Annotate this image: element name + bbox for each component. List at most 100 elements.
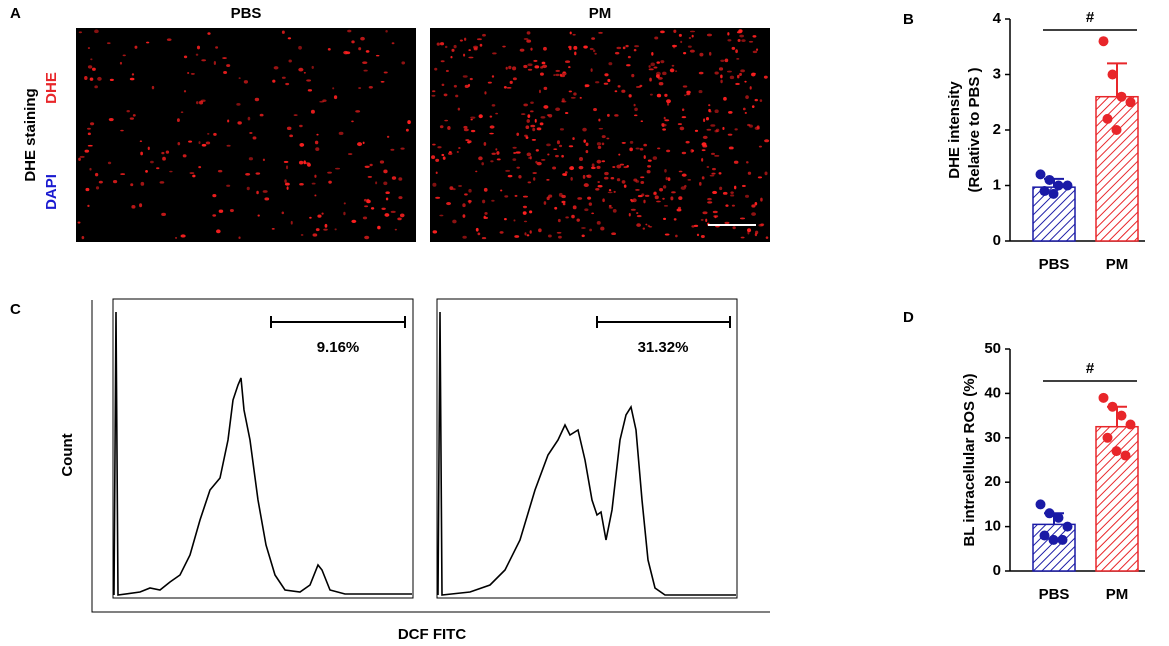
cell bbox=[182, 154, 187, 158]
cell bbox=[536, 161, 542, 166]
cell bbox=[514, 235, 520, 238]
data-point bbox=[1057, 534, 1068, 545]
cell bbox=[689, 49, 695, 53]
cell bbox=[264, 197, 270, 201]
cell bbox=[614, 114, 619, 117]
cell bbox=[738, 29, 743, 33]
cell bbox=[334, 228, 337, 231]
panel-label: C bbox=[10, 301, 21, 318]
cell bbox=[590, 68, 593, 72]
cell bbox=[528, 157, 532, 159]
cell bbox=[714, 215, 717, 219]
cell bbox=[627, 55, 631, 59]
cell bbox=[751, 105, 755, 109]
cell bbox=[464, 193, 468, 196]
cell bbox=[585, 175, 590, 177]
cell bbox=[561, 200, 566, 204]
cell bbox=[383, 71, 388, 74]
cell bbox=[561, 98, 565, 103]
cell bbox=[147, 146, 150, 151]
cell bbox=[106, 42, 111, 45]
cell bbox=[216, 229, 221, 234]
cell bbox=[705, 116, 709, 121]
cell bbox=[663, 205, 669, 207]
cell bbox=[468, 188, 472, 193]
cell bbox=[401, 61, 406, 65]
cell bbox=[691, 34, 694, 38]
cell bbox=[675, 70, 678, 73]
cell bbox=[561, 71, 567, 76]
cell bbox=[693, 224, 699, 227]
cell bbox=[559, 144, 563, 148]
cell bbox=[747, 123, 751, 127]
cell bbox=[644, 194, 650, 197]
cell bbox=[613, 190, 616, 193]
cell bbox=[273, 66, 279, 70]
gate-label: 9.16% bbox=[317, 339, 360, 356]
cell bbox=[108, 117, 114, 122]
cell bbox=[565, 216, 569, 219]
cell bbox=[621, 142, 626, 144]
cell bbox=[289, 134, 294, 138]
cell bbox=[573, 92, 577, 96]
cell bbox=[573, 45, 578, 50]
cell bbox=[709, 110, 712, 113]
cell bbox=[440, 60, 445, 63]
data-point bbox=[1039, 186, 1050, 197]
cell bbox=[453, 84, 457, 88]
cell bbox=[513, 219, 516, 222]
y-tick-label: 50 bbox=[984, 340, 1001, 357]
cell bbox=[646, 170, 651, 174]
cell bbox=[452, 188, 456, 191]
cell bbox=[702, 135, 708, 139]
cell bbox=[760, 197, 763, 202]
cell bbox=[385, 29, 388, 33]
cell bbox=[606, 137, 610, 140]
micrograph bbox=[430, 28, 770, 242]
cell bbox=[287, 37, 292, 40]
cell bbox=[449, 186, 454, 191]
cell bbox=[519, 48, 525, 52]
cell bbox=[437, 146, 442, 149]
cell bbox=[656, 200, 661, 203]
cell bbox=[362, 141, 365, 145]
cell bbox=[725, 204, 729, 207]
panel-label: D bbox=[903, 309, 914, 326]
cell bbox=[673, 29, 677, 33]
cell bbox=[669, 68, 675, 73]
cell bbox=[198, 166, 202, 169]
cell bbox=[495, 112, 499, 115]
cell bbox=[288, 59, 292, 63]
cell bbox=[314, 194, 317, 197]
cell bbox=[299, 182, 304, 186]
cell bbox=[526, 234, 530, 237]
cell bbox=[151, 85, 155, 90]
cell bbox=[643, 155, 646, 160]
cell bbox=[343, 211, 346, 216]
cell bbox=[439, 125, 444, 129]
cell bbox=[700, 235, 705, 239]
cell bbox=[496, 158, 501, 161]
cell bbox=[629, 140, 634, 144]
cell bbox=[434, 67, 438, 71]
x-tick-label: PM bbox=[1106, 586, 1129, 603]
cell bbox=[727, 133, 733, 136]
cell bbox=[687, 45, 692, 48]
cell bbox=[166, 38, 172, 41]
cell bbox=[751, 204, 756, 208]
cell bbox=[298, 160, 304, 165]
cell bbox=[131, 205, 136, 209]
cell bbox=[447, 126, 451, 130]
cell bbox=[619, 163, 625, 166]
cell bbox=[375, 54, 380, 57]
cell bbox=[542, 64, 548, 69]
cell bbox=[635, 188, 640, 191]
cell bbox=[112, 180, 118, 184]
cell bbox=[223, 71, 228, 75]
cell bbox=[321, 212, 324, 215]
cell bbox=[726, 70, 732, 73]
cell bbox=[701, 149, 706, 152]
cell bbox=[647, 224, 650, 228]
cell bbox=[671, 64, 675, 67]
cell bbox=[351, 40, 355, 44]
